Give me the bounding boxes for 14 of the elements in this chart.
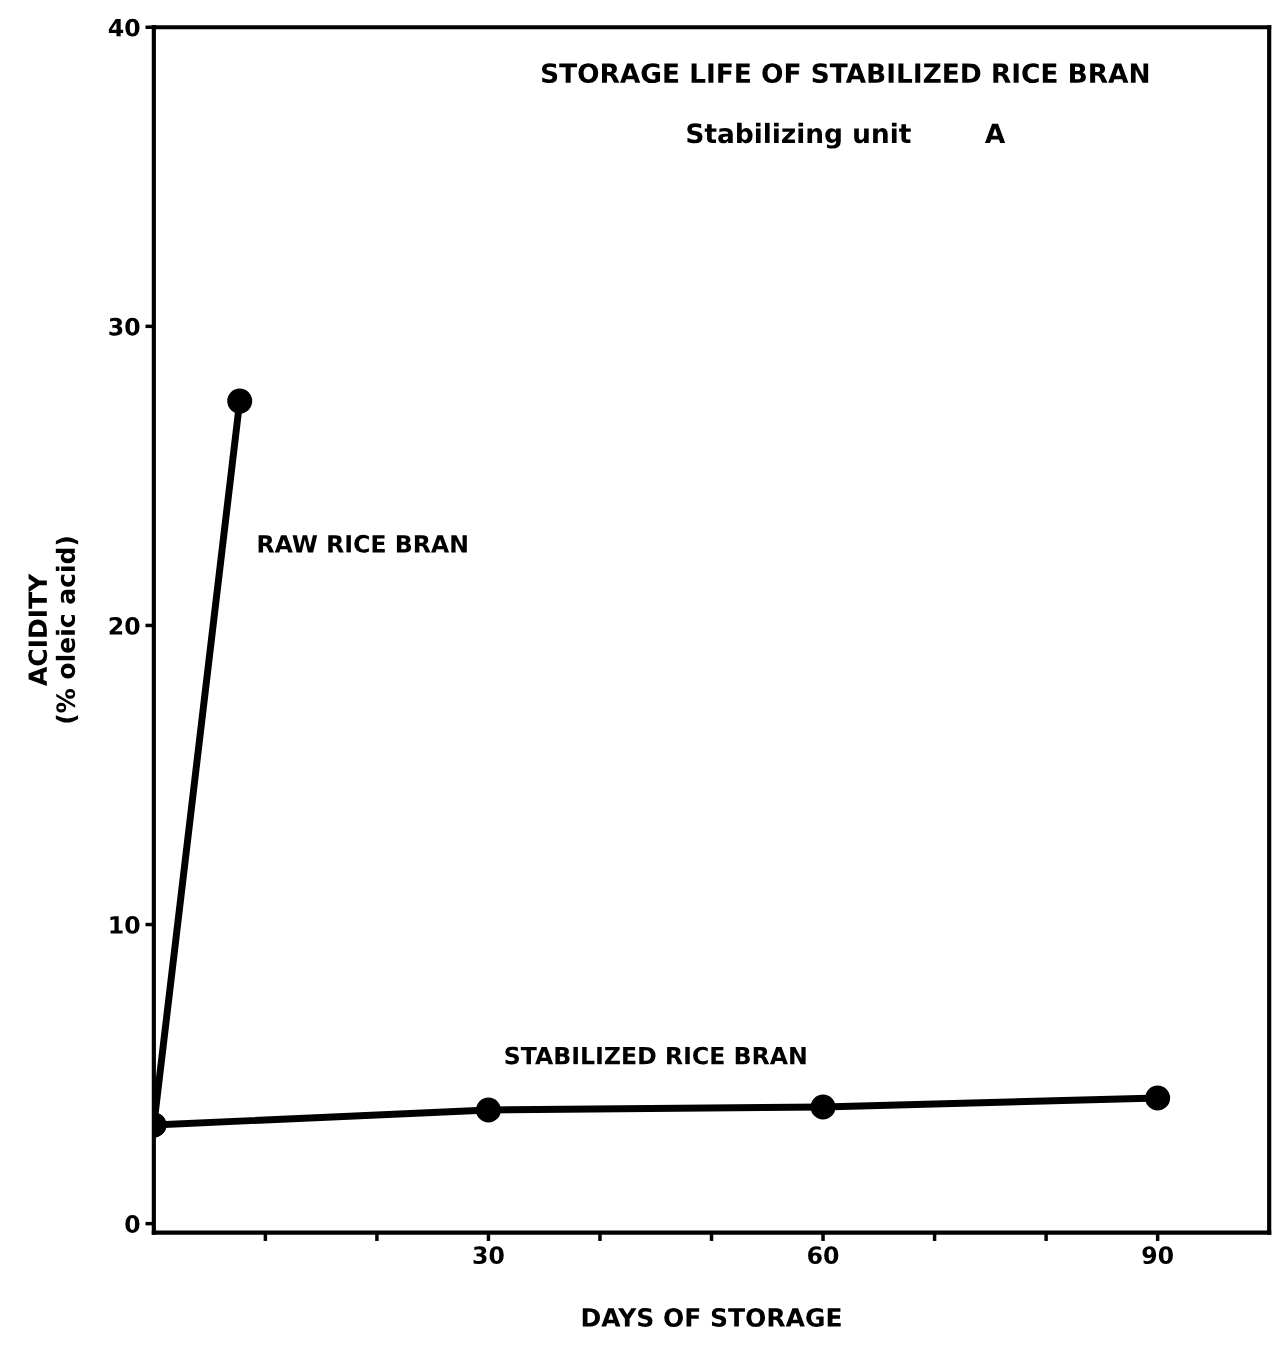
text: Stabilizing unit A (687, 122, 1006, 149)
series-label: RAW RICE BRAN (258, 534, 467, 553)
text: STORAGE LIFE OF STABILIZED RICE BRAN (542, 63, 1149, 84)
y-tick-label: 0 (125, 1215, 140, 1233)
x-tick-label: 30 (473, 1246, 504, 1265)
y-tick-label: 10 (110, 915, 140, 934)
x-tick-label: 60 (808, 1246, 839, 1265)
x-tick-label: 90 (1142, 1246, 1173, 1265)
y-tick-label: 20 (109, 616, 140, 635)
y-tick-label: 30 (109, 317, 140, 336)
y-axis-title: ACIDITY (% oleic acid) (28, 537, 79, 723)
x-axis-title: DAYS OF STORAGE (582, 1307, 841, 1327)
series-label: STABILIZED RICE BRAN (505, 1046, 806, 1065)
y-tick-label: 40 (108, 18, 140, 37)
